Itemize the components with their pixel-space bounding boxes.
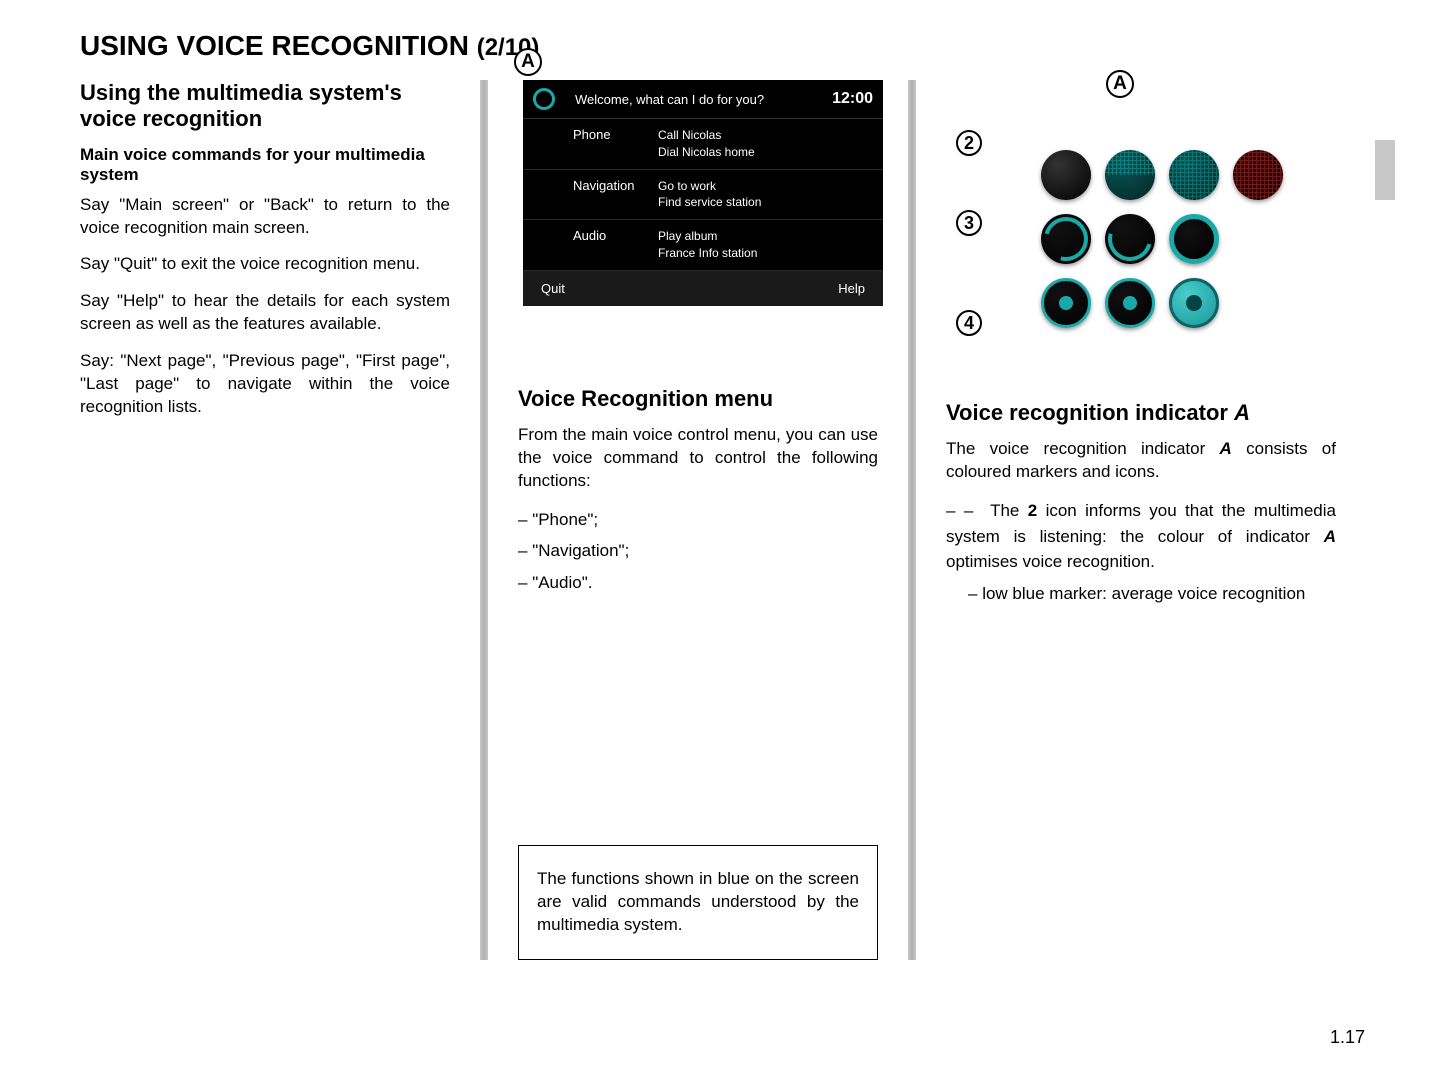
column-1: Using the multimedia system's voice reco… <box>80 80 480 960</box>
col3-p1-em: A <box>1220 439 1232 458</box>
ss-cmds-audio: Play album France Info station <box>658 228 757 262</box>
col2-li1: "Phone"; <box>518 507 878 533</box>
voice-menu-screenshot: Welcome, what can I do for you? 12:00 Ph… <box>523 80 883 306</box>
page-number: 1.17 <box>1330 1027 1365 1048</box>
screenshot-wrapper: A Welcome, what can I do for you? 12:00 … <box>518 80 878 306</box>
voice-indicator-icon <box>533 88 555 110</box>
label-3: 3 <box>956 210 982 236</box>
indicator-ball <box>1105 278 1155 328</box>
indicator-ball <box>1169 278 1219 328</box>
column-2: A Welcome, what can I do for you? 12:00 … <box>488 80 908 960</box>
ss-cmd: Dial Nicolas home <box>658 144 755 161</box>
column-3: A 2 3 4 Voice recognition indicator A <box>916 80 1336 960</box>
col3-heading-pre: Voice recognition indicator <box>946 400 1234 425</box>
note-box: The functions shown in blue on the scree… <box>518 845 878 960</box>
col3-li1: – The 2 icon informs you that the multim… <box>946 498 1336 575</box>
title-main: USING VOICE RECOGNITION <box>80 30 477 61</box>
col2-p1: From the main voice control menu, you ca… <box>518 424 878 493</box>
ss-quit: Quit <box>541 281 565 296</box>
ss-header: Welcome, what can I do for you? 12:00 <box>523 80 883 119</box>
label-a-col2: A <box>514 48 542 76</box>
col3-p1-pre: The voice recognition indicator <box>946 439 1220 458</box>
column-divider-1 <box>480 80 488 960</box>
ss-row-nav: Navigation Go to work Find service stati… <box>523 170 883 221</box>
li1-b: 2 <box>1028 501 1037 520</box>
li1-post: optimises voice recognition. <box>946 552 1155 571</box>
column-divider-2 <box>908 80 916 960</box>
ss-welcome-text: Welcome, what can I do for you? <box>575 92 832 107</box>
col1-subheading: Main voice commands for your multimedia … <box>80 145 450 186</box>
page-title: USING VOICE RECOGNITION (2/10) <box>80 30 1365 62</box>
col3-heading: Voice recognition indicator A <box>946 400 1336 426</box>
ss-cmd: Call Nicolas <box>658 127 755 144</box>
col2-li3: "Audio". <box>518 570 878 596</box>
indicator-ball <box>1041 214 1091 264</box>
col1-p3: Say "Help" to hear the details for each … <box>80 290 450 336</box>
indicator-balls <box>1041 150 1289 334</box>
indicator-ball <box>1041 150 1091 200</box>
ss-cmd: France Info station <box>658 245 757 262</box>
ss-cmd: Find service station <box>658 194 761 211</box>
li1-pre: The <box>990 501 1028 520</box>
ss-cmds-nav: Go to work Find service station <box>658 178 761 212</box>
col1-p4: Say: "Next page", "Previous page", "Firs… <box>80 350 450 419</box>
indicator-ball <box>1233 150 1283 200</box>
ss-cmd: Play album <box>658 228 757 245</box>
content-columns: Using the multimedia system's voice reco… <box>80 80 1365 960</box>
col2-li2: "Navigation"; <box>518 538 878 564</box>
label-2: 2 <box>956 130 982 156</box>
indicator-ball <box>1041 278 1091 328</box>
col1-p2: Say "Quit" to exit the voice recognition… <box>80 253 450 276</box>
label-4: 4 <box>956 310 982 336</box>
indicator-diagram: A 2 3 4 <box>946 80 1306 340</box>
label-a-col3: A <box>1106 70 1134 98</box>
page-side-tab <box>1375 140 1395 200</box>
ss-cmds-phone: Call Nicolas Dial Nicolas home <box>658 127 755 161</box>
ss-cmd: Go to work <box>658 178 761 195</box>
col2-heading: Voice Recognition menu <box>518 386 878 412</box>
ss-cat-audio: Audio <box>573 228 658 262</box>
col3-heading-em: A <box>1234 400 1250 425</box>
col3-sub1: low blue marker: average voice recogniti… <box>946 581 1336 607</box>
indicator-ball <box>1169 214 1219 264</box>
indicator-ball <box>1105 214 1155 264</box>
ss-time: 12:00 <box>832 90 873 108</box>
ss-cat-phone: Phone <box>573 127 658 161</box>
col1-heading: Using the multimedia system's voice reco… <box>80 80 450 133</box>
col3-p1: The voice recognition indicator A consis… <box>946 438 1336 484</box>
ss-row-phone: Phone Call Nicolas Dial Nicolas home <box>523 119 883 170</box>
ss-row-audio: Audio Play album France Info station <box>523 220 883 271</box>
indicator-ball <box>1105 150 1155 200</box>
col1-p1: Say "Main screen" or "Back" to return to… <box>80 194 450 240</box>
ss-help: Help <box>838 281 865 296</box>
ss-cat-nav: Navigation <box>573 178 658 212</box>
li1-em: A <box>1324 527 1336 546</box>
indicator-ball <box>1169 150 1219 200</box>
ss-footer: Quit Help <box>523 271 883 306</box>
